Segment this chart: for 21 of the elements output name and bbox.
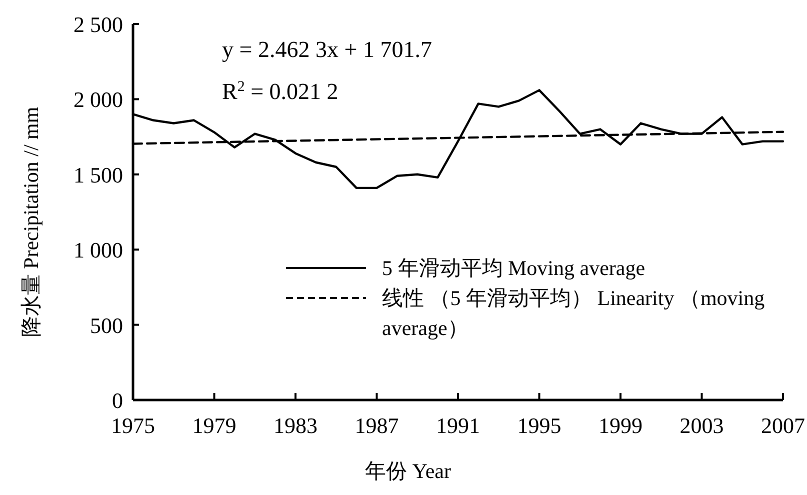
y-tick-label: 1 000 (74, 238, 123, 263)
annotation: y = 2.462 3x + 1 701.7 (222, 37, 432, 62)
x-tick-label: 1999 (598, 413, 642, 438)
legend-label: 线性 （5 年滑动平均） Linearity （moving average） (382, 286, 766, 340)
y-tick-label: 500 (90, 312, 123, 338)
x-tick-label: 2003 (680, 413, 724, 438)
y-tick-label: 1 500 (74, 162, 123, 188)
x-axis-title: 年份 Year (365, 459, 451, 483)
x-tick-label: 2007 (761, 413, 805, 438)
y-tick-label: 2 500 (74, 12, 123, 37)
x-tick-label: 1995 (517, 413, 562, 438)
x-tick-label: 1975 (111, 413, 155, 438)
y-tick-label: 2 000 (74, 87, 123, 112)
annotation: R$^{2}$ = 0.021 2 (222, 79, 338, 104)
x-tick-label: 1979 (192, 413, 236, 438)
x-tick-label: 1983 (274, 413, 318, 438)
x-tick-label: 1987 (354, 413, 399, 438)
legend-label: 5 年滑动平均 Moving average (382, 256, 646, 280)
y-tick-label: 0 (112, 388, 123, 413)
y-axis-title: 降水量 Precipitation // mm (19, 106, 43, 338)
x-tick-label: 1991 (436, 413, 480, 438)
